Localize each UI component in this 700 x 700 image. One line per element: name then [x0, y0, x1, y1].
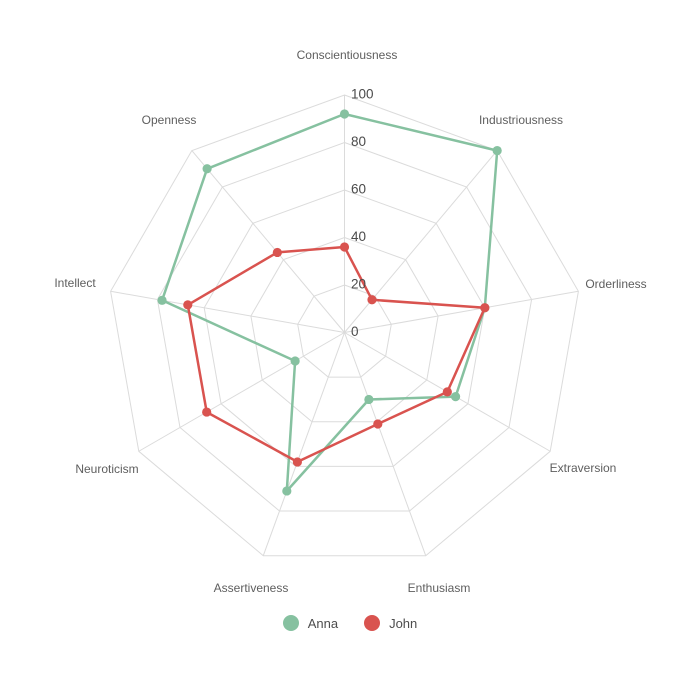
chart-legend: Anna John	[0, 615, 700, 631]
legend-item-anna[interactable]: Anna	[282, 615, 339, 631]
data-point-anna-4[interactable]	[364, 394, 374, 405]
data-point-anna-7[interactable]	[157, 295, 167, 305]
axis-label-neuroticism: Neuroticism	[75, 462, 138, 476]
radial-tick-label: 80	[351, 134, 366, 149]
axis-spoke	[344, 332, 427, 556]
legend-marker-john	[364, 615, 381, 631]
axis-label-extraversion: Extraversion	[550, 461, 617, 475]
radial-tick-label: 40	[351, 229, 366, 244]
data-point-anna-0[interactable]	[339, 109, 350, 119]
grid-ring	[250, 236, 439, 423]
radial-tick-label: 60	[351, 182, 366, 197]
axis-spoke	[344, 150, 498, 333]
data-point-john-3[interactable]	[442, 387, 452, 397]
axis-label-orderliness: Orderliness	[585, 277, 646, 291]
data-point-anna-8[interactable]	[202, 164, 212, 174]
series-line-anna	[160, 112, 499, 493]
data-point-john-0[interactable]	[339, 242, 350, 252]
axis-spoke	[344, 290, 579, 333]
axis-label-industriousness: Industriousness	[479, 113, 563, 127]
grid-ring	[297, 284, 392, 378]
axis-label-assertiveness: Assertiveness	[214, 581, 289, 595]
legend-label-john: John	[389, 615, 418, 631]
data-point-anna-6[interactable]	[290, 356, 300, 366]
grid-ring	[156, 141, 533, 512]
data-point-john-5[interactable]	[292, 457, 302, 467]
data-point-anna-1[interactable]	[492, 145, 502, 156]
data-point-john-2[interactable]	[480, 303, 490, 313]
legend-item-john[interactable]: John	[364, 615, 417, 631]
data-point-john-8[interactable]	[272, 247, 282, 258]
grid-ring	[203, 189, 486, 467]
axis-label-enthusiasm: Enthusiasm	[408, 581, 471, 595]
data-point-john-7[interactable]	[183, 300, 193, 310]
data-point-john-4[interactable]	[373, 419, 383, 429]
data-point-john-1[interactable]	[367, 295, 377, 305]
data-point-john-6[interactable]	[202, 407, 212, 417]
axis-label-openness: Openness	[142, 113, 197, 127]
axis-spoke	[191, 150, 345, 333]
radial-tick-label: 20	[351, 277, 366, 292]
axis-spoke	[110, 290, 345, 333]
axis-label-conscientiousness: Conscientiousness	[297, 48, 398, 62]
data-point-anna-5[interactable]	[282, 486, 292, 496]
axis-label-intellect: Intellect	[54, 276, 96, 290]
series-line-john	[186, 245, 487, 464]
axis-spoke	[138, 332, 345, 452]
radial-tick-label: 0	[351, 324, 359, 339]
grid-ring	[110, 94, 579, 557]
legend-label-anna: Anna	[307, 615, 339, 631]
data-point-anna-3[interactable]	[450, 392, 461, 402]
legend-marker-anna	[282, 615, 299, 631]
radial-tick-label: 100	[351, 87, 374, 102]
axis-spoke	[262, 332, 345, 556]
